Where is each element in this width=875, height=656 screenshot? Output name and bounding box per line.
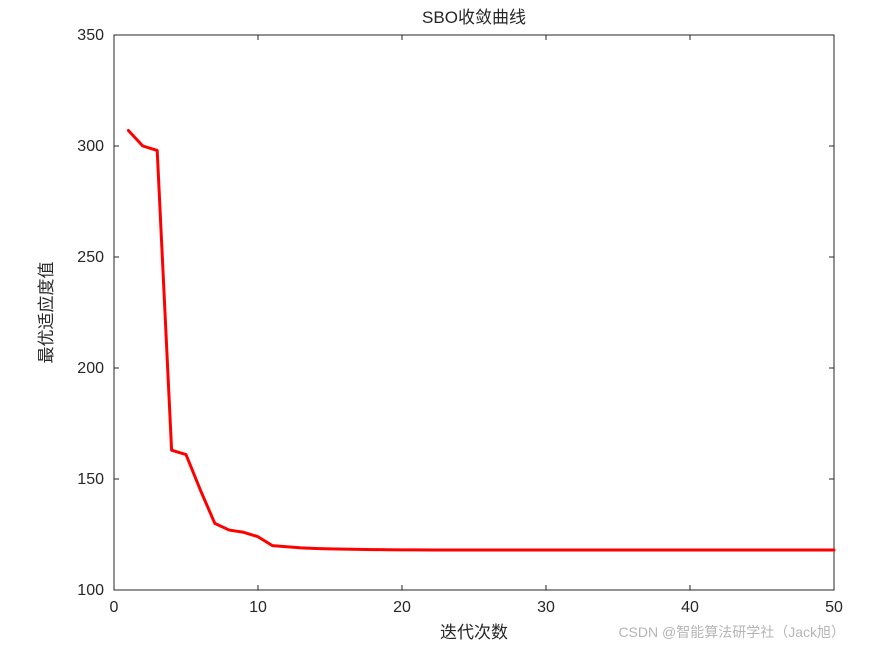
y-tick-label: 350 xyxy=(77,27,104,44)
y-tick-label: 250 xyxy=(77,249,104,266)
x-ticks: 0 10 20 30 40 50 xyxy=(110,35,843,616)
x-tick-label: 0 xyxy=(110,599,119,616)
x-tick-label: 10 xyxy=(249,599,267,616)
chart-svg: 0 10 20 30 40 50 100 150 200 250 300 350 SBO收敛曲线 迭… xyxy=(0,0,875,656)
x-tick-label: 50 xyxy=(825,599,843,616)
y-tick-label: 150 xyxy=(77,471,104,488)
x-tick-label: 40 xyxy=(681,599,699,616)
x-tick-label: 20 xyxy=(393,599,411,616)
plot-box xyxy=(114,35,834,590)
x-tick-label: 30 xyxy=(537,599,555,616)
y-ticks: 100 150 200 250 300 350 xyxy=(77,27,834,599)
chart-container: 0 10 20 30 40 50 100 150 200 250 300 350 SBO收敛曲线 迭… xyxy=(0,0,875,656)
x-axis-label: 迭代次数 xyxy=(440,623,508,642)
y-tick-label: 100 xyxy=(77,582,104,599)
convergence-line xyxy=(128,130,834,550)
y-axis-label: 最优适应度值 xyxy=(37,262,56,364)
chart-title: SBO收敛曲线 xyxy=(422,8,526,27)
y-tick-label: 200 xyxy=(77,360,104,377)
y-tick-label: 300 xyxy=(77,138,104,155)
